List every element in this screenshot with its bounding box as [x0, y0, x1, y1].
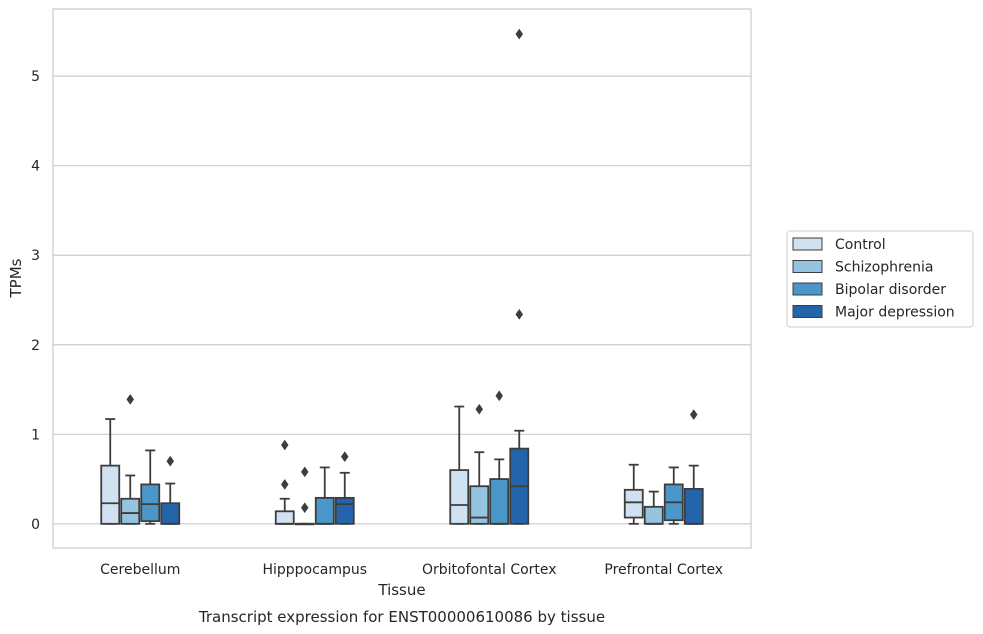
box-group [683, 409, 704, 525]
box [469, 485, 490, 525]
legend-label: Control [835, 237, 886, 253]
y-tick-label: 3 [31, 248, 40, 264]
box-group [643, 490, 664, 525]
box-group [100, 418, 121, 525]
box-group [120, 393, 141, 525]
outlier-point [126, 393, 135, 405]
legend: Control Schizophrenia Bipolar disorder Majo… [786, 230, 974, 328]
legend-swatch [792, 260, 823, 273]
box-group [663, 466, 684, 525]
legend-item: Control [792, 237, 886, 253]
outlier-point [300, 502, 309, 514]
box [100, 464, 121, 525]
box [489, 478, 510, 525]
legend-frame [786, 230, 974, 328]
outlier-point [689, 409, 698, 421]
chart-caption: Transcript expression for ENST0000061008… [198, 608, 605, 626]
legend-label: Bipolar disorder [835, 282, 946, 298]
x-axis-label: Tissue [377, 581, 425, 599]
box [643, 505, 664, 525]
legend-swatch [792, 237, 823, 251]
box-group [489, 390, 510, 525]
plot-frame [52, 8, 752, 549]
box [274, 510, 295, 525]
box [314, 496, 335, 525]
y-tick-label: 2 [31, 338, 40, 354]
y-axis-label: TPMs [7, 258, 25, 298]
legend-label: Schizophrenia [835, 260, 933, 276]
plot-area [53, 9, 751, 548]
y-tick-label: 5 [31, 69, 40, 85]
box [160, 502, 181, 525]
x-tick-labels: Cerebellum Hipppocampus Orbitofontal Corte… [100, 562, 723, 578]
box-group [334, 451, 355, 525]
box-group [314, 466, 335, 525]
box [334, 496, 355, 525]
legend-swatch [792, 282, 823, 296]
legend-label: Major depression [835, 305, 955, 321]
legend-item: Major depression [792, 305, 955, 321]
box-group [160, 455, 181, 525]
box-group [274, 439, 295, 525]
outlier-point [166, 455, 175, 467]
outlier-point [280, 439, 289, 451]
box [449, 469, 470, 525]
box-group [469, 403, 490, 525]
box-group [449, 405, 470, 525]
outlier-point [515, 28, 524, 40]
legend-item: Bipolar disorder [792, 282, 946, 298]
box-group [623, 463, 644, 525]
x-tick-label: Hipppocampus [262, 562, 367, 578]
outlier-point [280, 478, 289, 490]
box [140, 483, 161, 523]
outlier-point [475, 403, 484, 415]
y-tick-labels: 0 1 2 3 4 5 [31, 69, 40, 533]
y-tick-label: 0 [31, 517, 40, 533]
x-tick-label: Prefrontal Cortex [604, 562, 723, 578]
box-group [294, 466, 315, 526]
outlier-point [340, 451, 349, 463]
boxes-layer [100, 28, 704, 526]
outlier-point [495, 390, 504, 402]
y-tick-label: 1 [31, 427, 40, 443]
box [120, 497, 141, 525]
legend-items: Control Schizophrenia Bipolar disorder Majo… [792, 237, 955, 321]
legend-swatch [792, 305, 823, 318]
x-tick-label: Cerebellum [100, 562, 180, 578]
y-tick-label: 4 [31, 159, 40, 175]
box-group [140, 449, 161, 525]
box [623, 488, 644, 519]
legend-item: Schizophrenia [792, 260, 933, 276]
box-group [509, 28, 530, 525]
outlier-point [300, 466, 309, 478]
outlier-point [515, 308, 524, 320]
box [683, 488, 704, 525]
x-tick-label: Orbitofontal Cortex [422, 562, 557, 578]
